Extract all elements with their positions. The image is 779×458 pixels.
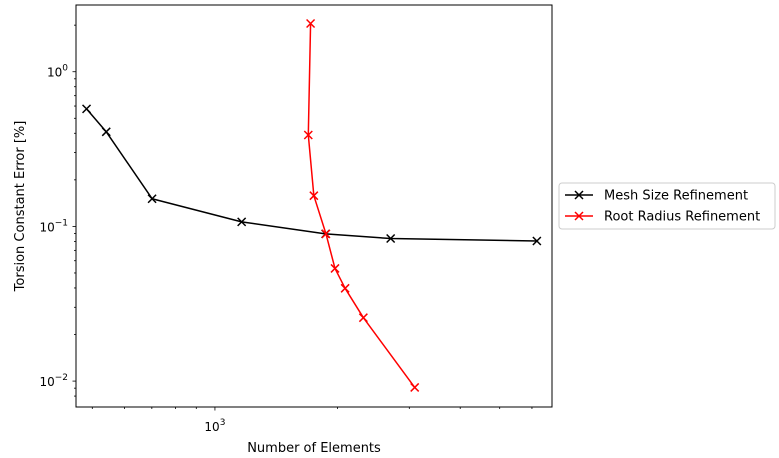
plot-area xyxy=(76,5,552,407)
data-point-marker xyxy=(386,233,396,244)
data-point-marker xyxy=(330,263,340,273)
data-point-marker xyxy=(358,313,368,323)
data-point-marker xyxy=(237,217,247,227)
y-tick-label: 100 xyxy=(47,64,68,80)
y-tick-label: 10−2 xyxy=(39,373,68,389)
plot-background xyxy=(76,5,552,407)
legend-entry-2: Root Radius Refinement xyxy=(565,210,760,225)
legend: Mesh Size Refinement Root Radius Refineme… xyxy=(558,182,776,230)
y-axis-label: Torsion Constant Error [%] xyxy=(13,121,28,293)
series-layer xyxy=(82,18,542,392)
legend-box xyxy=(558,182,776,230)
plot-frame xyxy=(75,4,553,408)
data-point-marker xyxy=(147,194,157,204)
legend-label: Mesh Size Refinement xyxy=(604,189,748,204)
series-2-line xyxy=(307,23,416,388)
y-tick-label: 10−1 xyxy=(39,218,68,234)
data-point-marker xyxy=(101,127,111,137)
legend-marker xyxy=(574,211,584,221)
data-point-marker xyxy=(309,191,319,201)
data-point-marker xyxy=(303,130,313,140)
data-point-marker xyxy=(340,283,350,293)
x-tick-label: 103 xyxy=(204,418,225,434)
legend-marker xyxy=(574,190,584,200)
legend-entry-1: Mesh Size Refinement xyxy=(565,189,748,204)
x-axis-label: Number of Elements xyxy=(247,441,381,456)
legend-label: Root Radius Refinement xyxy=(604,210,760,225)
data-point-marker xyxy=(321,229,331,239)
series-2 xyxy=(303,18,420,392)
axes-layer: 103 100 10−1 10−2 xyxy=(39,4,553,434)
data-point-marker xyxy=(410,382,420,392)
data-point-marker xyxy=(82,104,92,114)
data-point-marker xyxy=(306,18,316,29)
data-point-marker xyxy=(532,236,542,246)
